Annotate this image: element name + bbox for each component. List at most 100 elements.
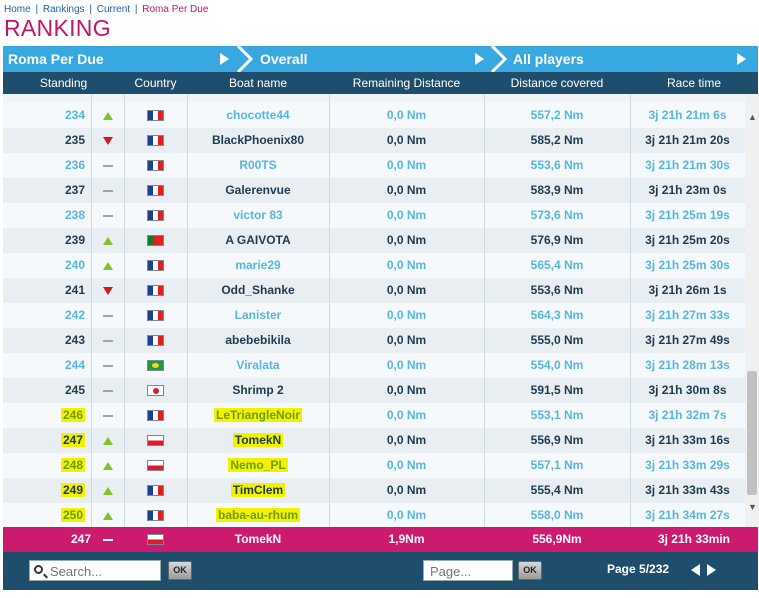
chevron-separator-icon bbox=[490, 46, 508, 72]
standing-cell: 234 bbox=[64, 108, 85, 122]
column-header-standing[interactable]: Standing bbox=[39, 76, 88, 90]
table-row[interactable]: 236 R00TS 0,0 Nm 553,6 Nm 3j 21h 21m 30s bbox=[3, 153, 745, 178]
column-header-country[interactable]: Country bbox=[134, 76, 177, 90]
trend-up-icon bbox=[91, 503, 124, 527]
search-box bbox=[29, 560, 161, 581]
trend-up-icon bbox=[91, 253, 124, 278]
country-flag-icon bbox=[124, 178, 187, 203]
column-header-remaining-distance[interactable]: Remaining Distance bbox=[352, 76, 461, 90]
table-row[interactable]: 244 Viralata 0,0 Nm 554,0 Nm 3j 21h 28m 13s bbox=[3, 353, 745, 378]
scrollbar-thumb[interactable] bbox=[747, 371, 757, 495]
my-remaining-distance: 1,9Nm bbox=[388, 532, 425, 546]
distance-covered-cell: 553,6 Nm bbox=[530, 158, 584, 172]
table-row[interactable]: 241 Odd_Shanke 0,0 Nm 553,6 Nm 3j 21h 26m 1s bbox=[3, 278, 745, 303]
boat-name-cell[interactable]: LeTriangleNoir bbox=[213, 408, 303, 422]
race-time-cell: 3j 21h 21m 6s bbox=[648, 108, 727, 122]
table-row[interactable]: 242 Lanister 0,0 Nm 564,3 Nm 3j 21h 27m 33s bbox=[3, 303, 745, 328]
boat-name-cell[interactable]: A GAIVOTA bbox=[225, 233, 291, 247]
boat-name-cell[interactable]: BlackPhoenix80 bbox=[211, 133, 305, 147]
boat-name-cell[interactable]: TomekN bbox=[232, 433, 284, 447]
boat-name-cell[interactable]: R00TS bbox=[239, 158, 277, 172]
standing-cell: 237 bbox=[64, 183, 85, 197]
boat-name-cell[interactable]: Galerenvue bbox=[225, 183, 291, 197]
remaining-distance-cell: 0,0 Nm bbox=[386, 333, 427, 347]
scrollbar[interactable]: ▲ ▼ bbox=[745, 94, 759, 527]
pagination-label: Page 5/232 bbox=[607, 562, 670, 576]
breadcrumb-rankings-link[interactable]: Rankings bbox=[42, 4, 85, 15]
race-time-cell: 3j 21h 23m 0s bbox=[648, 183, 727, 197]
table-row[interactable]: 245 Shrimp 2 0,0 Nm 591,5 Nm 3j 21h 30m 8s bbox=[3, 378, 745, 403]
boat-name-cell[interactable]: marie29 bbox=[235, 258, 281, 272]
trend-same-icon bbox=[91, 378, 124, 403]
boat-name-cell[interactable]: baba-au-rhum bbox=[215, 508, 300, 522]
column-divider bbox=[124, 94, 125, 527]
boat-name-cell[interactable]: Nemo_PL bbox=[228, 458, 288, 472]
remaining-distance-cell: 0,0 Nm bbox=[386, 233, 427, 247]
distance-covered-cell: 557,1 Nm bbox=[530, 458, 584, 472]
race-time-cell: 3j 21h 27m 33s bbox=[645, 308, 730, 322]
race-selector[interactable]: Roma Per Due bbox=[8, 46, 236, 72]
remaining-distance-cell: 0,0 Nm bbox=[386, 208, 427, 222]
table-row[interactable]: 240 marie29 0,0 Nm 565,4 Nm 3j 21h 25m 30s bbox=[3, 253, 745, 278]
search-ok-button[interactable]: OK bbox=[168, 561, 192, 580]
boat-name-cell[interactable]: TimClem bbox=[230, 483, 286, 497]
race-time-cell: 3j 21h 25m 19s bbox=[645, 208, 730, 222]
table-row[interactable]: 250 baba-au-rhum 0,0 Nm 558,0 Nm 3j 21h 34m … bbox=[3, 503, 745, 527]
table-row[interactable]: 234 chocotte44 0,0 Nm 557,2 Nm 3j 21h 21m 6s bbox=[3, 103, 745, 128]
page-ok-button[interactable]: OK bbox=[518, 561, 542, 580]
distance-covered-cell: 555,4 Nm bbox=[530, 483, 584, 497]
column-header-boat-name[interactable]: Boat name bbox=[228, 76, 288, 90]
distance-covered-cell: 553,6 Nm bbox=[530, 283, 584, 297]
country-flag-icon bbox=[124, 478, 187, 503]
my-boat-row[interactable]: 247 TomekN 1,9Nm 556,9Nm 3j 21h 33min bbox=[3, 527, 758, 552]
trend-same-icon bbox=[91, 353, 124, 378]
remaining-distance-cell: 0,0 Nm bbox=[386, 383, 427, 397]
country-flag-icon bbox=[124, 153, 187, 178]
prev-page-icon[interactable] bbox=[691, 564, 700, 576]
distance-covered-cell: 583,9 Nm bbox=[530, 183, 584, 197]
column-divider bbox=[187, 94, 188, 527]
table-row[interactable]: 237 Galerenvue 0,0 Nm 583,9 Nm 3j 21h 23m 0s bbox=[3, 178, 745, 203]
country-flag-icon bbox=[124, 278, 187, 303]
boat-name-cell[interactable]: victor 83 bbox=[233, 208, 283, 222]
ranking-selector[interactable]: Overall bbox=[260, 46, 488, 72]
standing-cell: 243 bbox=[64, 333, 85, 347]
page-input[interactable] bbox=[428, 563, 510, 579]
players-selector[interactable]: All players bbox=[513, 46, 753, 72]
boat-name-cell[interactable]: chocotte44 bbox=[226, 108, 290, 122]
column-divider bbox=[630, 94, 631, 527]
boat-name-cell[interactable]: abebebikila bbox=[225, 333, 291, 347]
boat-name-cell[interactable]: Lanister bbox=[234, 308, 282, 322]
players-selector-label: All players bbox=[513, 51, 584, 67]
country-flag-icon bbox=[124, 503, 187, 527]
next-page-icon[interactable] bbox=[707, 564, 716, 576]
boat-name-cell[interactable]: Odd_Shanke bbox=[221, 283, 295, 297]
dropdown-arrow-icon bbox=[220, 53, 229, 65]
scroll-up-icon[interactable]: ▲ bbox=[748, 112, 757, 122]
scroll-down-icon[interactable]: ▼ bbox=[748, 502, 757, 512]
dropdown-arrow-icon bbox=[475, 53, 484, 65]
distance-covered-cell: 591,5 Nm bbox=[530, 383, 584, 397]
column-header-race-time[interactable]: Race time bbox=[666, 76, 722, 90]
table-row[interactable]: 239 A GAIVOTA 0,0 Nm 576,9 Nm 3j 21h 25m 20s bbox=[3, 228, 745, 253]
breadcrumb-current-link[interactable]: Current bbox=[96, 4, 131, 15]
race-time-cell: 3j 21h 25m 30s bbox=[645, 258, 730, 272]
country-flag-icon bbox=[124, 228, 187, 253]
table-row[interactable]: 235 BlackPhoenix80 0,0 Nm 585,2 Nm 3j 21h 21… bbox=[3, 128, 745, 153]
remaining-distance-cell: 0,0 Nm bbox=[386, 433, 427, 447]
my-standing: 247 bbox=[70, 532, 91, 546]
remaining-distance-cell: 0,0 Nm bbox=[386, 358, 427, 372]
boat-name-cell[interactable]: Shrimp 2 bbox=[232, 383, 284, 397]
search-icon bbox=[34, 565, 43, 574]
table-row[interactable]: 243 abebebikila 0,0 Nm 555,0 Nm 3j 21h 27m 4… bbox=[3, 328, 745, 353]
search-input[interactable] bbox=[48, 563, 158, 579]
table-row[interactable]: 248 Nemo_PL 0,0 Nm 557,1 Nm 3j 21h 33m 29s bbox=[3, 453, 745, 478]
column-header-distance-covered[interactable]: Distance covered bbox=[510, 76, 604, 90]
table-row[interactable]: 247 TomekN 0,0 Nm 556,9 Nm 3j 21h 33m 16s bbox=[3, 428, 745, 453]
table-row[interactable]: 249 TimClem 0,0 Nm 555,4 Nm 3j 21h 33m 43s bbox=[3, 478, 745, 503]
boat-name-cell[interactable]: Viralata bbox=[236, 358, 280, 372]
breadcrumb-home-link[interactable]: Home bbox=[4, 4, 31, 15]
table-row[interactable]: 246 LeTriangleNoir 0,0 Nm 553,1 Nm 3j 21h 32… bbox=[3, 403, 745, 428]
table-row[interactable]: 238 victor 83 0,0 Nm 573,6 Nm 3j 21h 25m 19s bbox=[3, 203, 745, 228]
breadcrumb-separator: | bbox=[35, 4, 39, 15]
